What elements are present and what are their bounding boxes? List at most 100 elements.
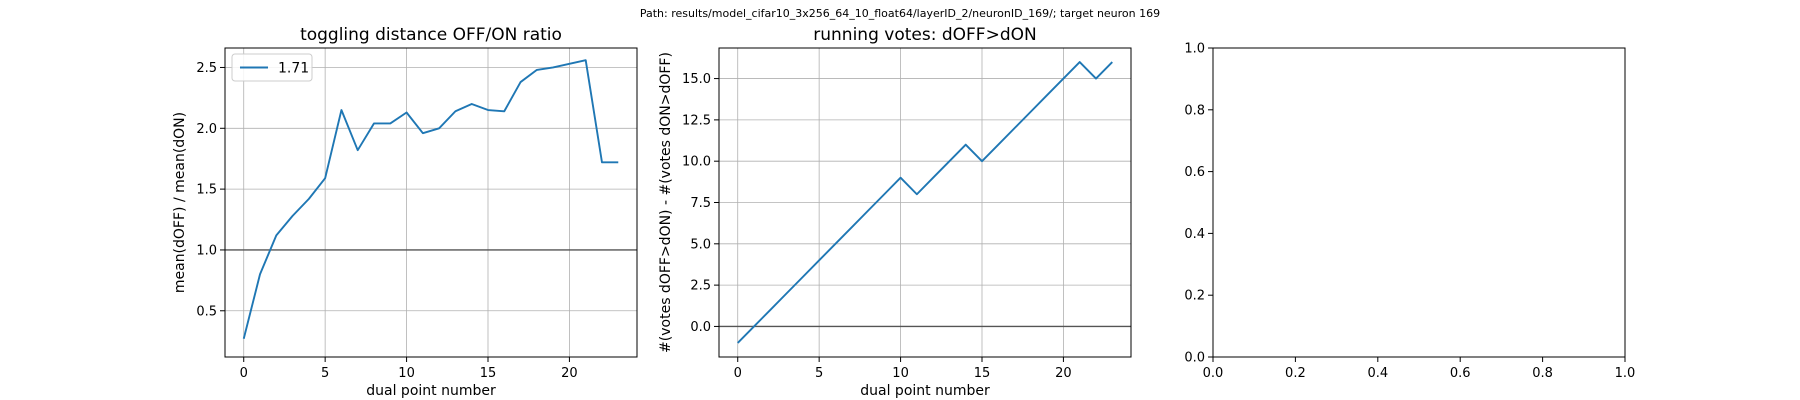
data-point [567,62,571,66]
x-tick-label: 0.6 [1450,366,1471,381]
x-axis-label: dual point number [860,383,990,399]
y-tick-label: 2.0 [196,122,217,137]
axes-frame [1212,47,1626,358]
data-point [1094,76,1098,80]
data-point [535,68,539,72]
chart-panel-3: 0.0 0.2 0.4 0.6 0.8 1.0 0.0 0.2 0.4 0.6 0.8 1.0 [1184,42,1635,382]
x-tick-label: 20 [561,366,578,381]
data-point [768,308,772,312]
y-tick-label: 7.5 [690,196,711,211]
x-tick-label: 1.0 [1615,366,1636,381]
x-tick-label: 0.8 [1532,366,1553,381]
axes-frame [224,47,638,358]
data-point [1045,93,1049,97]
x-tick-label: 15 [974,366,991,381]
data-point [784,291,788,295]
y-tick-label: 1.0 [1184,42,1205,57]
data-point [801,275,805,279]
data-point [964,142,968,146]
data-point [850,225,854,229]
data-point [1110,60,1114,64]
chart-panel-1: 0 5 10 15 20 0.5 1.0 1.5 2.0 2.5 toggling distance… [172,25,638,399]
data-point [1012,126,1016,130]
data-point [339,108,343,112]
y-tick-label: 2.5 [690,279,711,294]
data-point [996,142,1000,146]
data-point [551,65,555,69]
data-point [752,324,756,328]
data-point [898,176,902,180]
y-axis-label: mean(dOFF) / mean(dON) [172,112,188,293]
y-tick-label: 1.0 [196,243,217,258]
legend-entry-label: 1.71 [278,61,309,77]
x-tick-label: 20 [1055,366,1072,381]
data-point [518,80,522,84]
data-point [1029,109,1033,113]
series-line [737,61,1113,344]
legend-box [231,53,313,82]
data-point [404,110,408,114]
x-tick-label: 10 [892,366,909,381]
data-point [833,242,837,246]
y-tick-label: 2.5 [196,61,217,76]
data-point [1078,60,1082,64]
x-tick-label: 0.0 [1203,366,1224,381]
data-point [1061,76,1065,80]
chart-title: toggling distance OFF/ON ratio [300,25,562,45]
data-point [453,109,457,113]
data-point [274,233,278,237]
y-tick-label: 5.0 [690,237,711,252]
y-tick-label: 0.2 [1184,289,1205,304]
data-point [584,58,588,62]
data-point [388,121,392,125]
data-point [290,214,294,218]
x-tick-label: 15 [480,366,497,381]
x-tick-label: 10 [398,366,415,381]
data-point [600,160,604,164]
chart-title: running votes: dOFF>dON [813,25,1036,45]
data-point [616,160,620,164]
x-tick-label: 0.2 [1285,366,1306,381]
legend: 1.71 [231,53,313,82]
figure-suptitle: Path: results/model_cifar10_3x256_64_10_… [640,7,1160,20]
data-point [258,272,262,276]
y-tick-label: 0.0 [690,320,711,335]
data-point [421,131,425,135]
data-point [486,108,490,112]
x-tick-label: 0 [734,366,742,381]
data-point [307,197,311,201]
y-tick-label: 15.0 [682,72,711,87]
y-tick-label: 0.6 [1184,165,1205,180]
y-tick-label: 10.0 [682,155,711,170]
y-tick-label: 12.5 [682,113,711,128]
y-tick-label: 0.0 [1184,351,1205,366]
x-axis-label: dual point number [366,383,496,399]
data-point [323,176,327,180]
data-point [372,121,376,125]
y-axis-label: #(votes dOFF>dON) - #(votes dON>dOFF) [658,52,674,353]
data-point [437,126,441,130]
data-point [947,159,951,163]
charts: 0 5 10 15 20 0.5 1.0 1.5 2.0 2.5 toggling distance… [172,25,1635,399]
y-tick-label: 0.5 [196,304,217,319]
data-point [866,209,870,213]
y-tick-label: 0.8 [1184,103,1205,118]
data-point [931,176,935,180]
data-point [502,109,506,113]
data-point [882,192,886,196]
x-tick-label: 5 [815,366,823,381]
data-point [242,337,246,341]
data-point [736,341,740,345]
chart-panel-2: 0 5 10 15 20 0.0 2.5 5.0 7.5 10.0 12.5 15.0 running … [658,25,1132,399]
x-tick-label: 0.4 [1367,366,1388,381]
y-tick-label: 0.4 [1184,227,1205,242]
data-point [980,159,984,163]
data-point [356,148,360,152]
x-tick-label: 5 [321,366,329,381]
data-point [817,258,821,262]
y-tick-label: 1.5 [196,183,217,198]
x-tick-label: 0 [240,366,248,381]
data-point [915,192,919,196]
series-line [242,59,619,339]
